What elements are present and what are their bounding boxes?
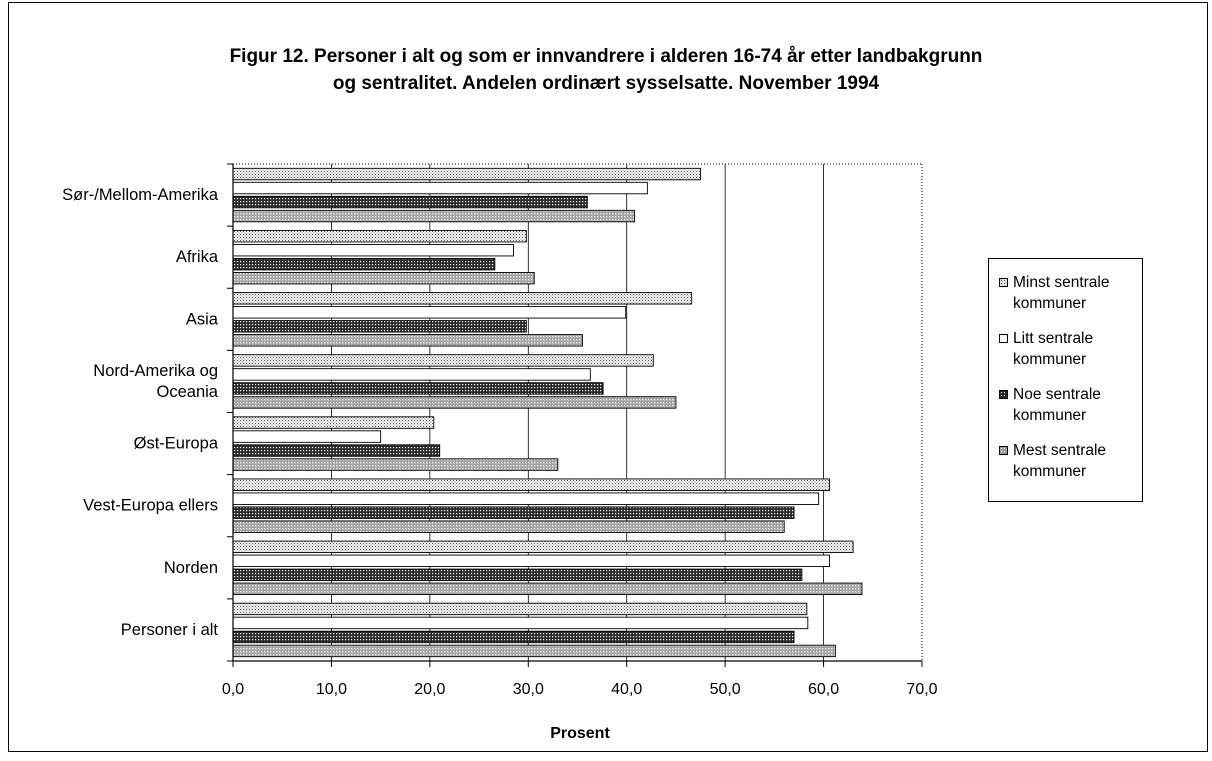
bar <box>232 382 604 395</box>
x-tick-labels: 0,0 10,0 20,0 30,0 40,0 50,0 60,0 70,0 <box>222 681 938 698</box>
legend-swatch-minst <box>999 278 1008 287</box>
chart-title-line-1: Figur 12. Personer i alt og som er innva… <box>229 46 983 67</box>
legend-label-mest-2: kommuner <box>1013 463 1087 480</box>
bar <box>232 554 830 568</box>
x-tick-label: 0,0 <box>222 681 244 698</box>
bar <box>232 229 527 243</box>
bar <box>232 540 854 554</box>
y-category-label: Vest-Europa ellers <box>83 497 218 515</box>
y-category-label: Nord-Amerika og <box>93 362 218 380</box>
axes <box>227 163 923 667</box>
legend-label-noe-2: kommuner <box>1013 407 1087 424</box>
y-category-label: Øst-Europa <box>134 435 219 453</box>
legend-label-minst-1: Minst sentrale <box>1013 274 1110 291</box>
x-tick-label: 70,0 <box>906 681 937 698</box>
bar <box>232 271 535 285</box>
legend-label-mest-1: Mest sentrale <box>1013 442 1107 459</box>
bar <box>232 320 527 333</box>
bar <box>232 396 677 409</box>
x-axis-label: Prosent <box>550 725 610 742</box>
bar <box>232 243 514 257</box>
y-category-label: Oceania <box>157 383 219 401</box>
x-tick-label: 50,0 <box>710 681 741 698</box>
x-tick-label: 20,0 <box>414 681 445 698</box>
y-category-label: Afrika <box>176 248 219 266</box>
y-category-label: Norden <box>164 559 218 577</box>
chart-title-line-2: og sentralitet. Andelen ordinært syssels… <box>332 73 880 94</box>
bar <box>232 630 795 644</box>
bar <box>232 416 435 429</box>
bar <box>232 602 808 616</box>
bar <box>232 167 701 181</box>
y-category-label: Asia <box>186 310 219 328</box>
bars <box>232 167 863 658</box>
legend-label-litt-2: kommuner <box>1013 351 1087 368</box>
bar <box>232 644 836 658</box>
bar <box>232 520 785 533</box>
bar <box>232 354 654 367</box>
legend: Minst sentrale kommuner Litt sentrale komm… <box>988 258 1143 502</box>
bar <box>232 209 636 223</box>
bar <box>232 306 627 319</box>
plot-area <box>233 163 923 661</box>
y-category-label: Personer i alt <box>121 621 219 639</box>
legend-label-litt-1: Litt sentrale <box>1013 330 1094 347</box>
x-tick-label: 30,0 <box>513 681 544 698</box>
bar <box>232 478 830 491</box>
bar <box>232 458 559 471</box>
bar <box>232 195 588 209</box>
bar <box>232 334 583 347</box>
legend-label-minst-2: kommuner <box>1013 295 1087 312</box>
bar <box>232 430 382 443</box>
legend-swatch-mest <box>999 446 1008 455</box>
bar <box>232 582 863 596</box>
bar <box>232 368 591 381</box>
bar <box>232 492 820 505</box>
bar <box>232 292 693 305</box>
bar <box>232 506 795 519</box>
x-tick-label: 40,0 <box>611 681 642 698</box>
x-tick-label: 60,0 <box>808 681 839 698</box>
x-tick-label: 10,0 <box>316 681 347 698</box>
y-category-labels: Sør-/Mellom-Amerika Afrika Asia Nord-Amerik… <box>62 186 219 639</box>
bar <box>232 568 803 582</box>
y-category-label: Sør-/Mellom-Amerika <box>62 186 219 204</box>
bar <box>232 616 809 630</box>
legend-label-noe-1: Noe sentrale <box>1013 386 1101 403</box>
legend-swatch-litt <box>999 334 1008 343</box>
bar <box>232 257 496 271</box>
bar <box>232 444 441 457</box>
legend-swatch-noe <box>999 390 1008 399</box>
bar <box>232 181 648 195</box>
